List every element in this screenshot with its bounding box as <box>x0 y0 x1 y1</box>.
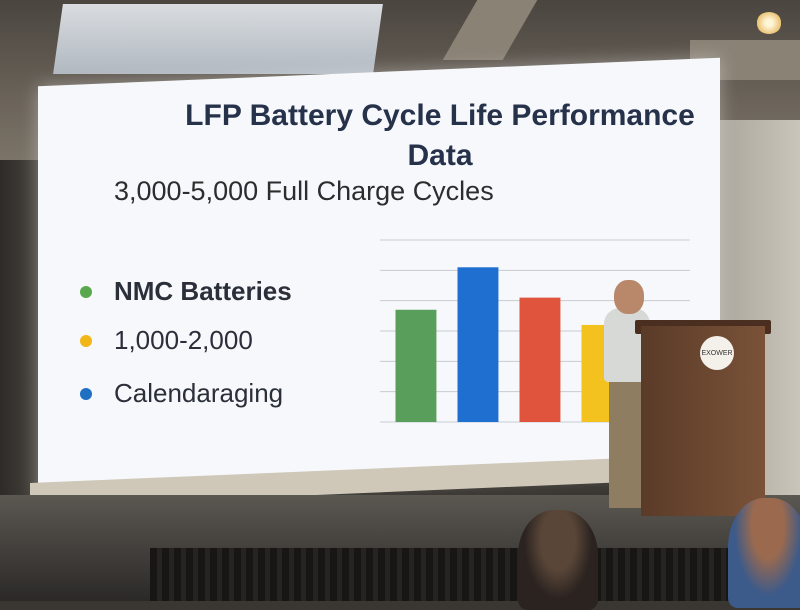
speaker-legs <box>609 378 645 508</box>
slide-subtitle: 3,000-5,000 Full Charge Cycles <box>114 176 494 206</box>
green-dot-icon <box>80 285 92 298</box>
slide-title-line1: LFP Battery Cycle Life Performance <box>185 99 695 132</box>
ceiling-beam <box>442 0 538 60</box>
bar <box>457 267 499 422</box>
slide-title: LFP Battery Cycle Life Performance Data <box>0 96 800 176</box>
stage-skirt <box>150 548 800 601</box>
bullet-text: NMC Batteries <box>114 276 292 306</box>
slide-title-line2: Data <box>407 139 473 172</box>
bullet-text: 1,000-2,000 <box>114 325 253 355</box>
audience-member <box>518 510 598 610</box>
hanging-bulb <box>756 12 782 34</box>
podium-logo-icon: EXOWER <box>700 336 734 370</box>
ceiling-light-panel <box>53 4 383 74</box>
bullet-item: Calendaraging <box>80 378 283 409</box>
blue-dot-icon <box>80 387 92 400</box>
bar <box>395 309 437 422</box>
bullet-item: 1,000-2,000 <box>80 325 253 356</box>
speaker-head <box>614 280 644 314</box>
yellow-dot-icon <box>80 334 92 347</box>
bullet-text: Calendaraging <box>114 378 284 408</box>
audience-member <box>728 498 800 608</box>
bar <box>519 297 561 422</box>
bullet-item: NMC Batteries <box>80 276 292 307</box>
